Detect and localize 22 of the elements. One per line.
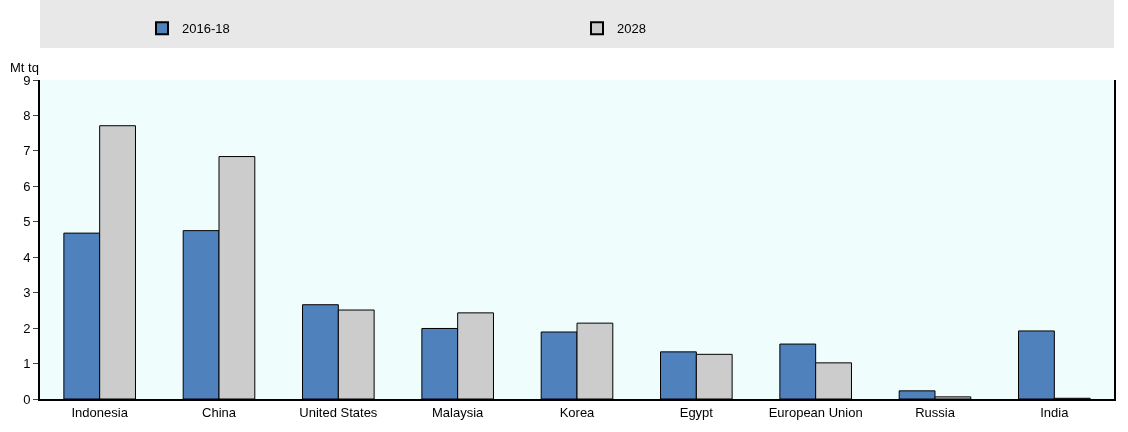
y-tick-label: 1 [23, 356, 31, 372]
legend-label: 2016-18 [182, 21, 230, 37]
x-tick-label: India [1040, 404, 1070, 420]
y-tick-label: 4 [23, 249, 31, 265]
legend-label: 2028 [617, 21, 646, 37]
x-tick-label: Malaysia [432, 404, 485, 420]
y-tick-label: 6 [23, 178, 31, 194]
y-tick-label: 2 [23, 320, 31, 336]
x-tick-label: China [202, 404, 237, 420]
x-tick-label: Russia [915, 404, 956, 420]
x-tick-label: Korea [559, 404, 596, 420]
x-tick-label: United States [299, 404, 378, 420]
y-tick-label: 9 [23, 72, 31, 88]
x-tick-label: Indonesia [71, 404, 129, 420]
y-tick-label: 5 [23, 214, 31, 230]
y-axis-title: Mt tq [10, 60, 39, 75]
y-tick-label: 0 [23, 391, 31, 407]
y-tick-label: 3 [23, 285, 31, 301]
y-tick-label: 8 [23, 107, 31, 123]
y-tick-label: 7 [23, 143, 31, 159]
x-tick-label: European Union [768, 404, 863, 420]
x-tick-label: Egypt [679, 404, 714, 420]
